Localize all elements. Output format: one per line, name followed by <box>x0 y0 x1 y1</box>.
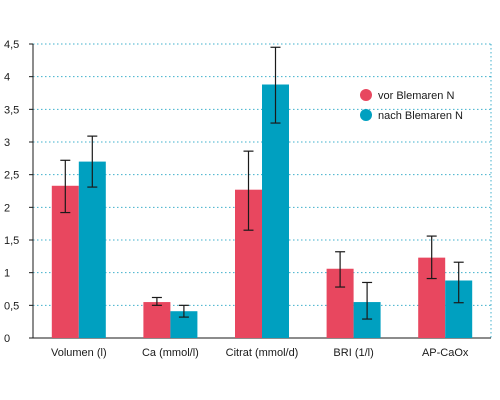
category-labels: Volumen (l) Ca (mmol/l) Citrat (mmol/d) BRI… <box>51 347 469 359</box>
y-tick-label: 2,5 <box>4 170 19 182</box>
bar-nach <box>78 161 106 338</box>
legend-swatch-vor <box>360 89 372 101</box>
bar-nach <box>262 84 289 338</box>
y-tick-label: 4,5 <box>4 39 19 51</box>
y-tick-labels: 0 0,5 1 1,5 2 2,5 3 3,5 4 4,5 <box>4 39 19 345</box>
legend-label-nach: nach Blemaren N <box>378 110 463 122</box>
y-tick-label: 0 <box>4 333 10 345</box>
category-label: BRI (1/l) <box>333 347 373 359</box>
y-tick-label: 0,5 <box>4 300 19 312</box>
legend: vor Blemaren N nach Blemaren N <box>360 89 463 122</box>
y-tick-label: 1 <box>4 268 10 280</box>
bar-vor <box>143 302 171 338</box>
category-label: Volumen (l) <box>51 347 107 359</box>
y-tick-label: 2 <box>4 202 10 214</box>
y-tick-label: 4 <box>4 72 10 84</box>
y-tick-label: 3,5 <box>4 104 19 116</box>
legend-swatch-nach <box>360 109 372 121</box>
category-label: Ca (mmol/l) <box>142 347 199 359</box>
category-label: Citrat (mmol/d) <box>226 347 299 359</box>
y-tick-label: 3 <box>4 137 10 149</box>
legend-label-vor: vor Blemaren N <box>378 90 454 102</box>
bars <box>51 84 473 338</box>
category-label: AP-CaOx <box>422 347 469 359</box>
y-tick-label: 1,5 <box>4 235 19 247</box>
error-bars <box>60 46 464 320</box>
